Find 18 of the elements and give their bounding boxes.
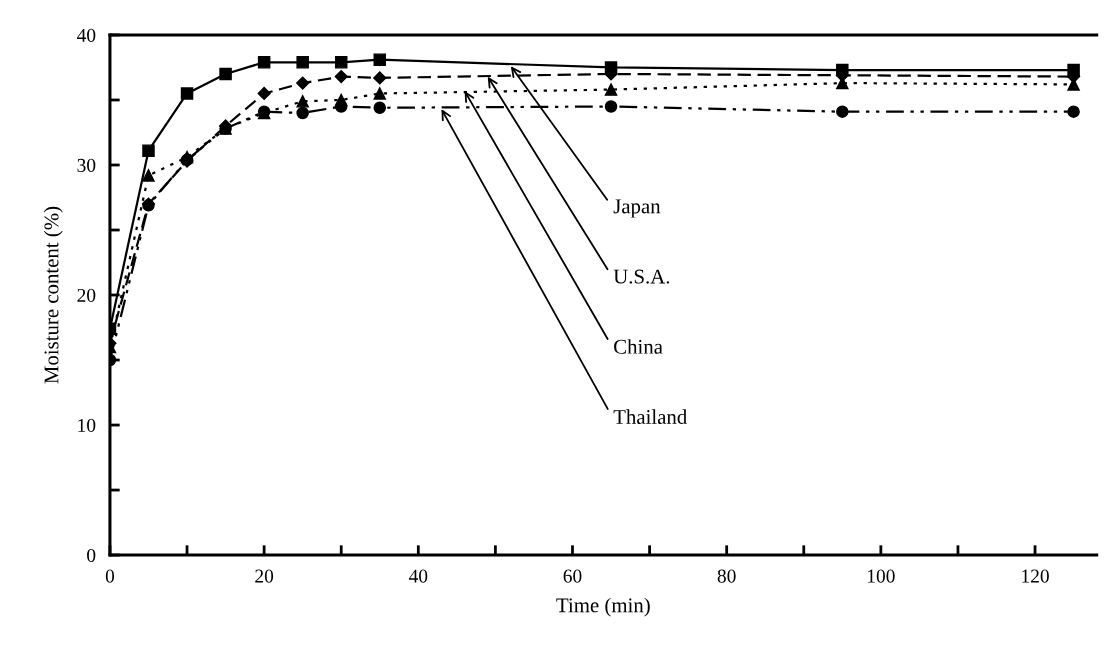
y-tick-label: 30: [77, 158, 96, 172]
x-tick-label: 20: [255, 569, 274, 583]
annotation: Thailand: [613, 409, 687, 425]
x-tick-label: 80: [717, 569, 736, 583]
y-tick-label: 40: [76, 28, 96, 42]
x-tick-label: 60: [563, 569, 582, 583]
x-tick-label: 40: [408, 569, 428, 583]
y-axis-title: Moisture content (%): [43, 206, 63, 384]
annotation: U.S.A.: [613, 269, 670, 284]
y-tick-label: 0: [87, 548, 96, 562]
y-tick-label: 20: [77, 288, 96, 302]
annotation: Japan: [613, 199, 661, 218]
x-tick-label: 0: [105, 569, 115, 583]
x-tick-label: 120: [1022, 569, 1049, 583]
annotation: China: [614, 339, 663, 354]
x-axis-title: Time (min): [556, 597, 650, 617]
x-tick-label: 100: [867, 569, 895, 583]
y-tick-label: 10: [78, 418, 96, 432]
